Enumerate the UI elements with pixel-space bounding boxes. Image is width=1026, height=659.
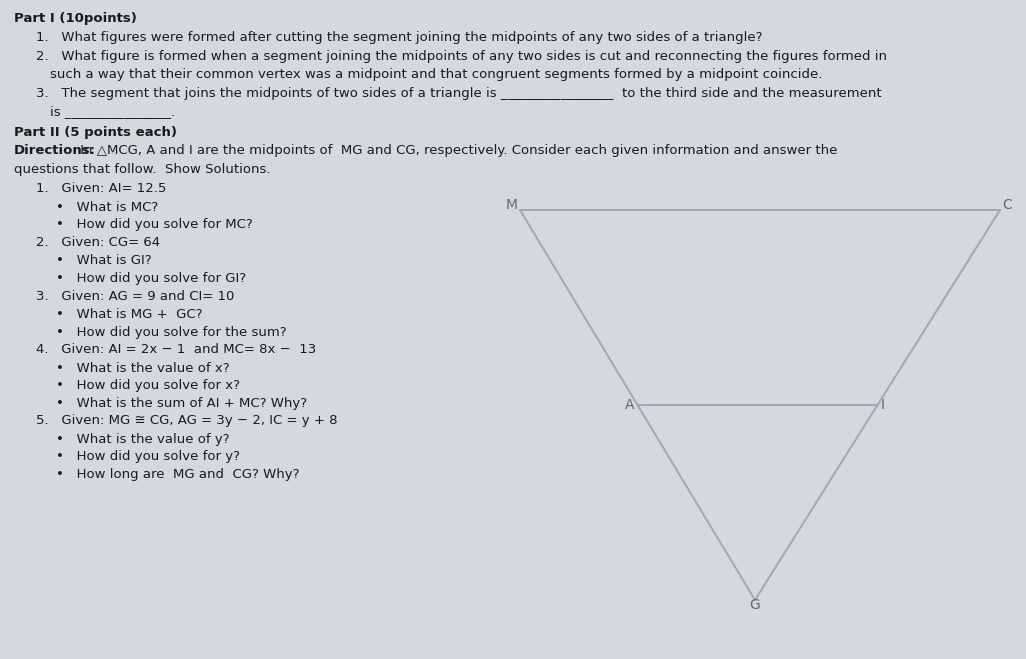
Text: C: C (1002, 198, 1012, 212)
Text: •   How long are  MG and  CG? Why?: • How long are MG and CG? Why? (56, 468, 300, 481)
Text: •   How did you solve for the sum?: • How did you solve for the sum? (56, 326, 286, 339)
Text: 3.   The segment that joins the midpoints of two sides of a triangle is ________: 3. The segment that joins the midpoints … (36, 87, 881, 100)
Text: •   What is the sum of AI + MC? Why?: • What is the sum of AI + MC? Why? (56, 397, 307, 410)
Text: A: A (625, 398, 635, 412)
Text: •   What is the value of y?: • What is the value of y? (56, 433, 230, 446)
Text: •   What is the value of x?: • What is the value of x? (56, 362, 230, 375)
Text: I: I (880, 398, 884, 412)
Text: •   What is MG +  GC?: • What is MG + GC? (56, 308, 202, 321)
Text: G: G (750, 598, 760, 612)
Text: such a way that their common vertex was a midpoint and that congruent segments f: such a way that their common vertex was … (50, 69, 823, 82)
Text: 3.   Given: AG = 9 and CI= 10: 3. Given: AG = 9 and CI= 10 (36, 289, 234, 302)
Text: •   How did you solve for MC?: • How did you solve for MC? (56, 218, 252, 231)
Text: 1.   Given: AI= 12.5: 1. Given: AI= 12.5 (36, 182, 166, 195)
Text: 2.   What figure is formed when a segment joining the midpoints of any two sides: 2. What figure is formed when a segment … (36, 50, 887, 63)
Text: 2.   Given: CG= 64: 2. Given: CG= 64 (36, 236, 160, 249)
Text: Part II (5 points each): Part II (5 points each) (14, 126, 177, 139)
Text: In △MCG, A and I are the midpoints of  MG and CG, respectively. Consider each gi: In △MCG, A and I are the midpoints of MG… (76, 144, 837, 158)
Text: M: M (506, 198, 518, 212)
Text: •   What is GI?: • What is GI? (56, 254, 152, 268)
Text: 4.   Given: AI = 2x − 1  and MC= 8x −  13: 4. Given: AI = 2x − 1 and MC= 8x − 13 (36, 343, 316, 356)
Text: is ________________.: is ________________. (50, 105, 175, 119)
Text: questions that follow.  Show Solutions.: questions that follow. Show Solutions. (14, 163, 271, 176)
Text: •   How did you solve for x?: • How did you solve for x? (56, 379, 240, 392)
Text: Part I (10points): Part I (10points) (14, 12, 136, 25)
Text: •   How did you solve for GI?: • How did you solve for GI? (56, 272, 246, 285)
Text: 1.   What figures were formed after cutting the segment joining the midpoints of: 1. What figures were formed after cuttin… (36, 32, 762, 44)
Text: 5.   Given: MG ≅ CG, AG = 3y − 2, IC = y + 8: 5. Given: MG ≅ CG, AG = 3y − 2, IC = y +… (36, 415, 338, 428)
Text: •   How did you solve for y?: • How did you solve for y? (56, 451, 240, 463)
Text: •   What is MC?: • What is MC? (56, 201, 158, 214)
Text: Directions:: Directions: (14, 144, 96, 158)
